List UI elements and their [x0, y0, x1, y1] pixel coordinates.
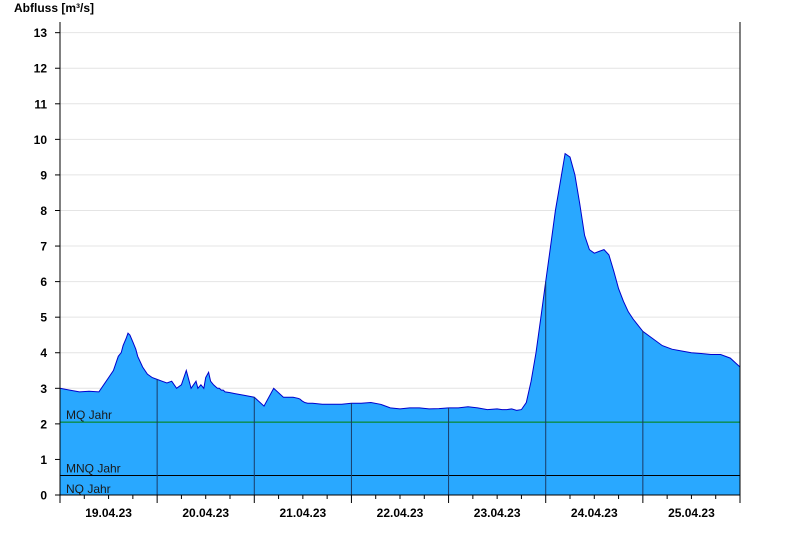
y-tick-label: 8 [40, 204, 47, 218]
y-tick-label: 5 [40, 311, 47, 325]
y-tick-label: 3 [40, 382, 47, 396]
y-tick-label: 7 [40, 240, 47, 254]
y-axis-label: Abfluss [m³/s] [14, 1, 95, 15]
y-tick-label: 0 [40, 489, 47, 503]
x-tick-label: 21.04.23 [279, 506, 326, 520]
reference-line-label: NQ Jahr [66, 482, 111, 496]
day-lines [156, 281, 644, 495]
x-tick-label: 24.04.23 [571, 506, 618, 520]
axes [55, 22, 741, 503]
x-tick-label: 22.04.23 [377, 506, 424, 520]
discharge-line [59, 152, 741, 411]
y-tick-label: 12 [34, 62, 48, 76]
x-tick-label: 19.04.23 [85, 506, 132, 520]
area-layer [59, 152, 741, 495]
y-tick-label: 4 [40, 346, 47, 360]
y-tick-label: 1 [40, 453, 47, 467]
y-tick-label: 6 [40, 275, 47, 289]
reference-line-label: MNQ Jahr [66, 461, 121, 475]
discharge-area [60, 153, 740, 495]
x-tick-label: 23.04.23 [474, 506, 521, 520]
reference-lines: MQ Jahr MNQ Jahr NQ Jahr [60, 408, 740, 496]
y-tick-label: 11 [34, 97, 47, 111]
x-tick-label: 20.04.23 [182, 506, 229, 520]
reference-line-label: MQ Jahr [66, 408, 112, 422]
y-tick-label: 2 [40, 417, 47, 431]
y-tick-label: 9 [40, 168, 47, 182]
x-tick-label: 25.04.23 [668, 506, 715, 520]
y-tick-label: 13 [34, 26, 48, 40]
y-tick-label: 10 [34, 133, 48, 147]
